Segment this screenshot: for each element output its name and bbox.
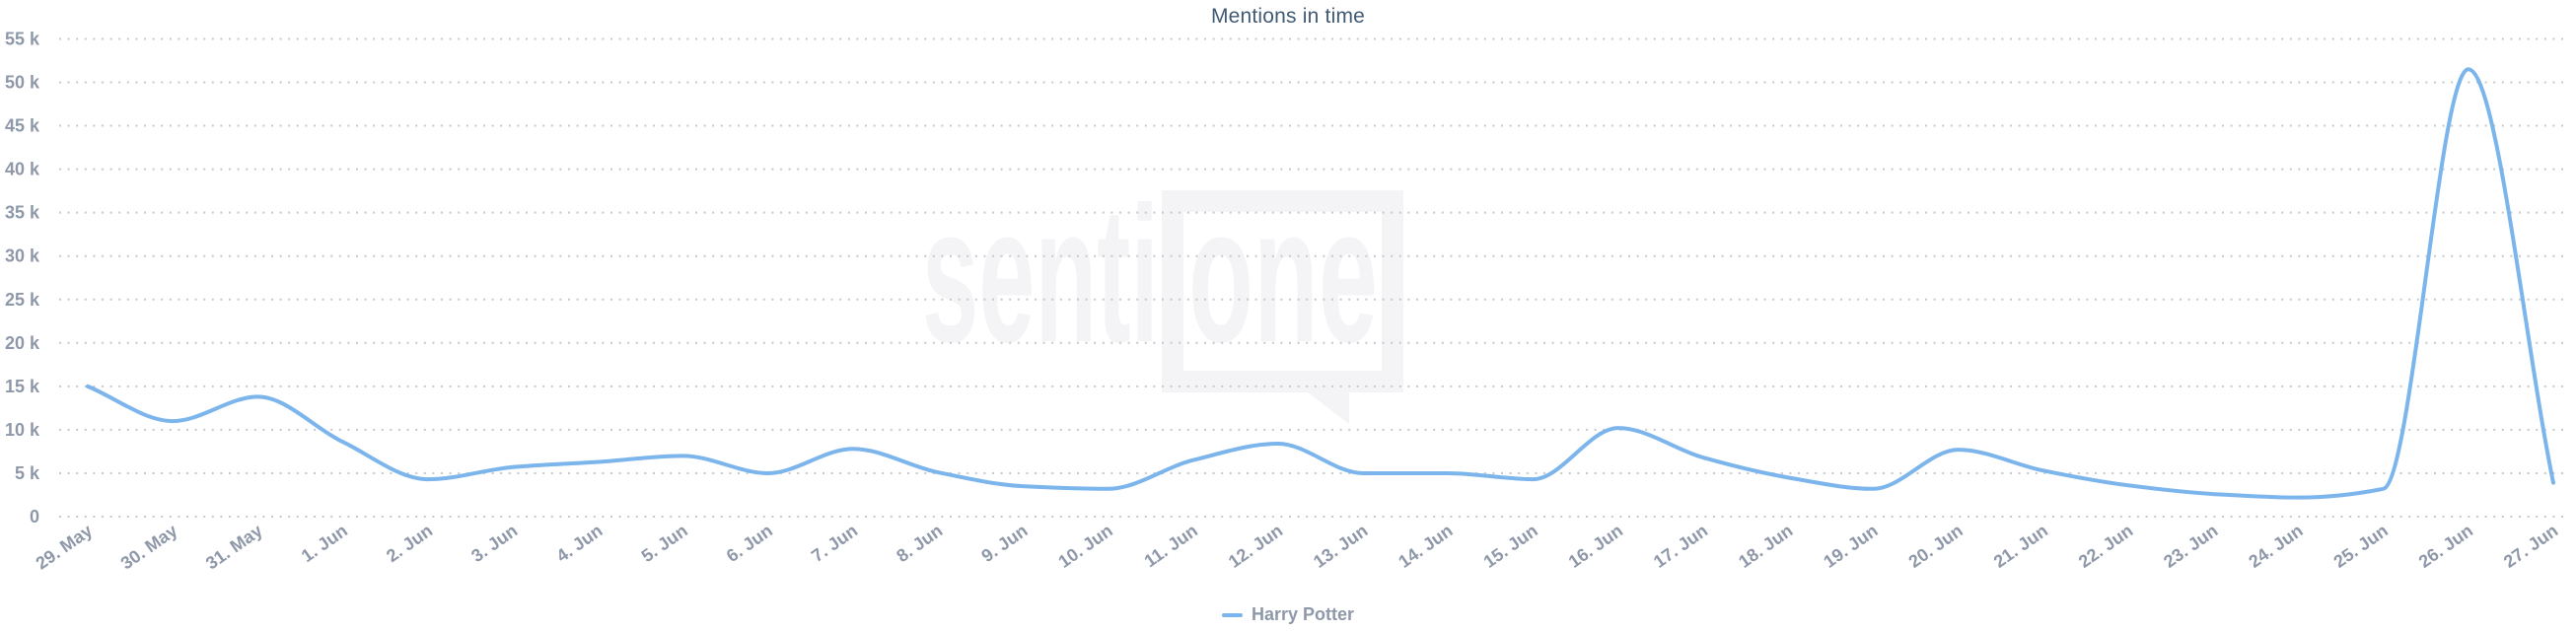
x-tick-label-19-jun: 19. Jun (1820, 521, 1881, 572)
watermark-text-senti: senti (922, 167, 1159, 383)
x-tick-label-6-jun: 6. Jun (723, 521, 776, 566)
x-tick-label-11-jun: 11. Jun (1141, 521, 1201, 571)
y-tick-label: 35 k (5, 203, 40, 223)
x-tick-label-26-jun: 26. Jun (2415, 521, 2476, 572)
y-axis-labels: 0 5 k 10 k 15 k 20 k 25 k 30 k 35 k 40 k 45 k 50 k… (5, 29, 40, 526)
y-tick-label: 20 k (5, 333, 40, 353)
x-tick-label-22-jun: 22. Jun (2075, 521, 2136, 572)
x-tick-label-29-may: 29. May (33, 521, 97, 574)
series-line-harry-potter[interactable] (86, 67, 2555, 500)
x-tick-label-17-jun: 17. Jun (1650, 521, 1711, 572)
y-tick-label: 30 k (5, 246, 40, 266)
x-tick-label-14-jun: 14. Jun (1395, 521, 1456, 572)
legend-label: Harry Potter (1251, 604, 1355, 624)
chart-title: Mentions in time (1210, 5, 1366, 28)
x-tick-label-9-jun: 9. Jun (977, 521, 1031, 566)
x-tick-label-30-may: 30. May (117, 521, 181, 574)
x-tick-label-5-jun: 5. Jun (638, 521, 691, 566)
legend: Harry Potter (0, 604, 2576, 625)
x-tick-label-31-may: 31. May (202, 521, 266, 574)
x-tick-label-27-jun: 27. Jun (2500, 521, 2561, 572)
y-tick-label: 15 k (5, 377, 40, 396)
x-tick-label-21-jun: 21. Jun (1990, 521, 2051, 572)
x-tick-label-16-jun: 16. Jun (1565, 521, 1626, 572)
x-tick-label-12-jun: 12. Jun (1225, 521, 1286, 572)
y-tick-label: 25 k (5, 290, 40, 310)
legend-item-harry-potter[interactable]: Harry Potter (1221, 604, 1355, 625)
y-tick-label: 55 k (5, 29, 40, 48)
x-tick-label-2-jun: 2. Jun (383, 521, 436, 566)
y-tick-label: 5 k (15, 463, 40, 483)
x-tick-label-20-jun: 20. Jun (1905, 521, 1967, 572)
legend-line-marker (1221, 612, 1243, 617)
x-tick-label-15-jun: 15. Jun (1480, 521, 1541, 572)
watermark-text-one: one (1188, 167, 1378, 383)
x-tick-label-24-jun: 24. Jun (2245, 521, 2306, 572)
watermark-bubble-tail (1300, 386, 1349, 424)
y-tick-label: 50 k (5, 73, 40, 93)
x-tick-label-3-jun: 3. Jun (467, 521, 521, 566)
sentione-watermark: senti one (922, 167, 1403, 424)
x-tick-label-4-jun: 4. Jun (552, 521, 606, 566)
y-tick-label: 0 (30, 507, 39, 526)
y-tick-label: 40 k (5, 160, 40, 179)
x-tick-label-8-jun: 8. Jun (893, 521, 946, 566)
x-tick-label-1-jun: 1. Jun (298, 521, 351, 566)
x-tick-label-10-jun: 10. Jun (1054, 521, 1115, 572)
x-tick-label-7-jun: 7. Jun (808, 521, 861, 566)
watermark-speech-bubble (1162, 190, 1403, 392)
x-tick-label-18-jun: 18. Jun (1735, 521, 1796, 572)
x-axis-labels: 29. May 30. May 31. May 1. Jun 2. Jun 3. Jun 4… (33, 521, 2562, 574)
x-tick-label-23-jun: 23. Jun (2160, 521, 2221, 572)
y-tick-label: 10 k (5, 420, 40, 440)
y-tick-label: 45 k (5, 116, 40, 136)
x-tick-label-13-jun: 13. Jun (1310, 521, 1371, 572)
x-tick-label-25-jun: 25. Jun (2330, 521, 2392, 572)
